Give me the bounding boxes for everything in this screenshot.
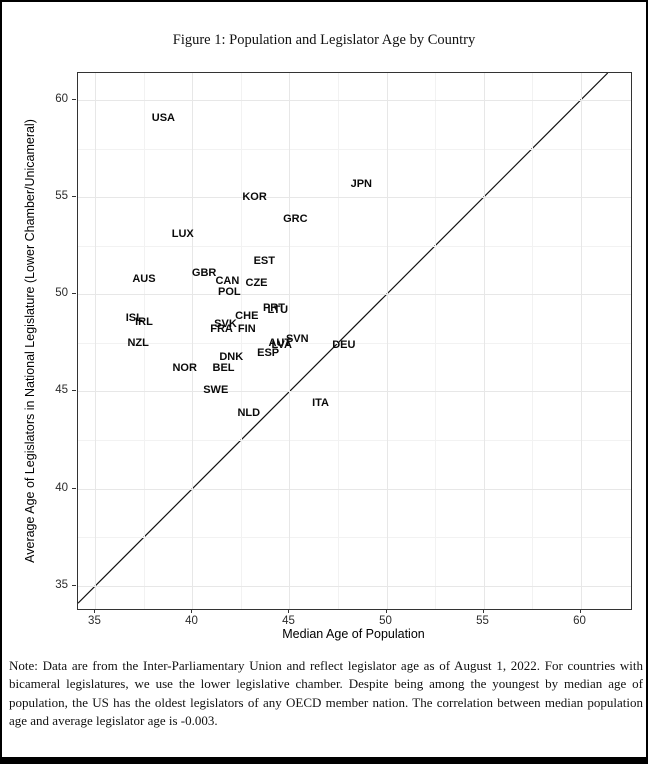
country-label-aut: AUT (268, 336, 292, 349)
minor-gridline (435, 73, 437, 609)
country-label-irl: IRL (135, 315, 153, 328)
x-tick-label: 60 (573, 615, 586, 627)
minor-gridline (338, 73, 339, 609)
x-tick-label: 35 (88, 615, 101, 627)
plot-panel: USA JPN KOR GRC LUX EST GBR AUS CAN CZE POL PRT LTU C… (77, 72, 632, 610)
y-tick-mark (72, 293, 76, 295)
major-gridline (483, 73, 485, 609)
major-gridline (580, 73, 582, 609)
country-label-kor: KOR (242, 191, 267, 204)
x-tick-label: 45 (282, 615, 295, 627)
y-tick-mark (72, 390, 76, 392)
x-tick-mark (94, 609, 96, 613)
major-gridline (386, 73, 388, 609)
country-label-lva: LVA (271, 338, 292, 351)
y-tick-label: 40 (55, 481, 68, 494)
minor-gridline (143, 73, 145, 609)
country-label-svk: SVK (214, 317, 237, 330)
country-label-bel: BEL (212, 362, 235, 375)
major-gridline (95, 73, 97, 609)
country-label-prt: PRT (262, 301, 285, 314)
country-label-nzl: NZL (127, 336, 149, 349)
y-axis-title: Average Age of Legislators in National L… (23, 119, 37, 563)
country-label-nor: NOR (172, 362, 197, 375)
major-gridline (78, 488, 631, 490)
y-tick-mark (72, 196, 76, 198)
y-tick-label: 55 (55, 190, 68, 203)
country-label-che: CHE (235, 309, 259, 322)
major-gridline (78, 294, 631, 296)
country-label-jpn: JPN (350, 177, 372, 190)
x-tick-mark (288, 609, 290, 613)
country-label-fra: FRA (210, 323, 233, 336)
y-tick-label: 45 (55, 384, 68, 397)
x-tick-mark (385, 609, 387, 613)
country-label-est: EST (253, 255, 275, 268)
major-gridline (78, 585, 631, 587)
x-tick-label: 50 (379, 615, 392, 627)
x-tick-mark (579, 609, 581, 613)
minor-gridline (78, 537, 631, 539)
y-tick-label: 60 (55, 93, 68, 106)
y-tick-mark (72, 487, 76, 489)
y-tick-mark (72, 584, 76, 586)
minor-gridline (240, 73, 242, 609)
major-gridline (78, 391, 631, 393)
country-label-svn: SVN (285, 333, 309, 346)
minor-gridline (532, 73, 534, 609)
country-label-can: CAN (215, 274, 240, 287)
country-label-dnk: DNK (219, 350, 244, 363)
x-tick-label: 40 (185, 615, 198, 627)
country-label-ita: ITA (312, 397, 329, 410)
minor-gridline (78, 342, 631, 344)
major-gridline (78, 100, 631, 102)
country-label-isl: ISL (125, 311, 143, 324)
minor-gridline (78, 440, 631, 442)
figure-title: Figure 1: Population and Legislator Age … (172, 32, 476, 48)
y-tick-label: 50 (55, 287, 68, 300)
major-gridline (78, 197, 631, 199)
minor-gridline (78, 148, 631, 150)
country-label-cze: CZE (245, 276, 268, 289)
figure-note: Note: Data are from the Inter-Parliament… (9, 658, 643, 729)
x-tick-mark (191, 609, 193, 613)
country-label-gbr: GBR (191, 267, 217, 280)
minor-gridline (78, 245, 631, 247)
country-label-nld: NLD (237, 406, 261, 419)
country-label-aus: AUS (132, 272, 156, 285)
country-label-grc: GRC (283, 212, 308, 225)
y-tick-mark (72, 99, 76, 101)
country-label-fin: FIN (237, 323, 256, 336)
major-gridline (289, 73, 291, 609)
x-axis-title: Median Age of Population (282, 627, 425, 641)
y-tick-label: 35 (55, 578, 68, 591)
country-label-usa: USA (151, 111, 175, 124)
country-label-swe: SWE (203, 383, 229, 396)
x-tick-mark (482, 609, 484, 613)
major-gridline (192, 73, 194, 609)
country-label-deu: DEU (332, 338, 356, 351)
country-label-esp: ESP (257, 346, 280, 359)
country-label-pol: POL (218, 286, 241, 299)
country-label-ltu: LTU (267, 303, 289, 316)
x-tick-label: 55 (476, 615, 489, 627)
country-label-lux: LUX (171, 228, 194, 241)
